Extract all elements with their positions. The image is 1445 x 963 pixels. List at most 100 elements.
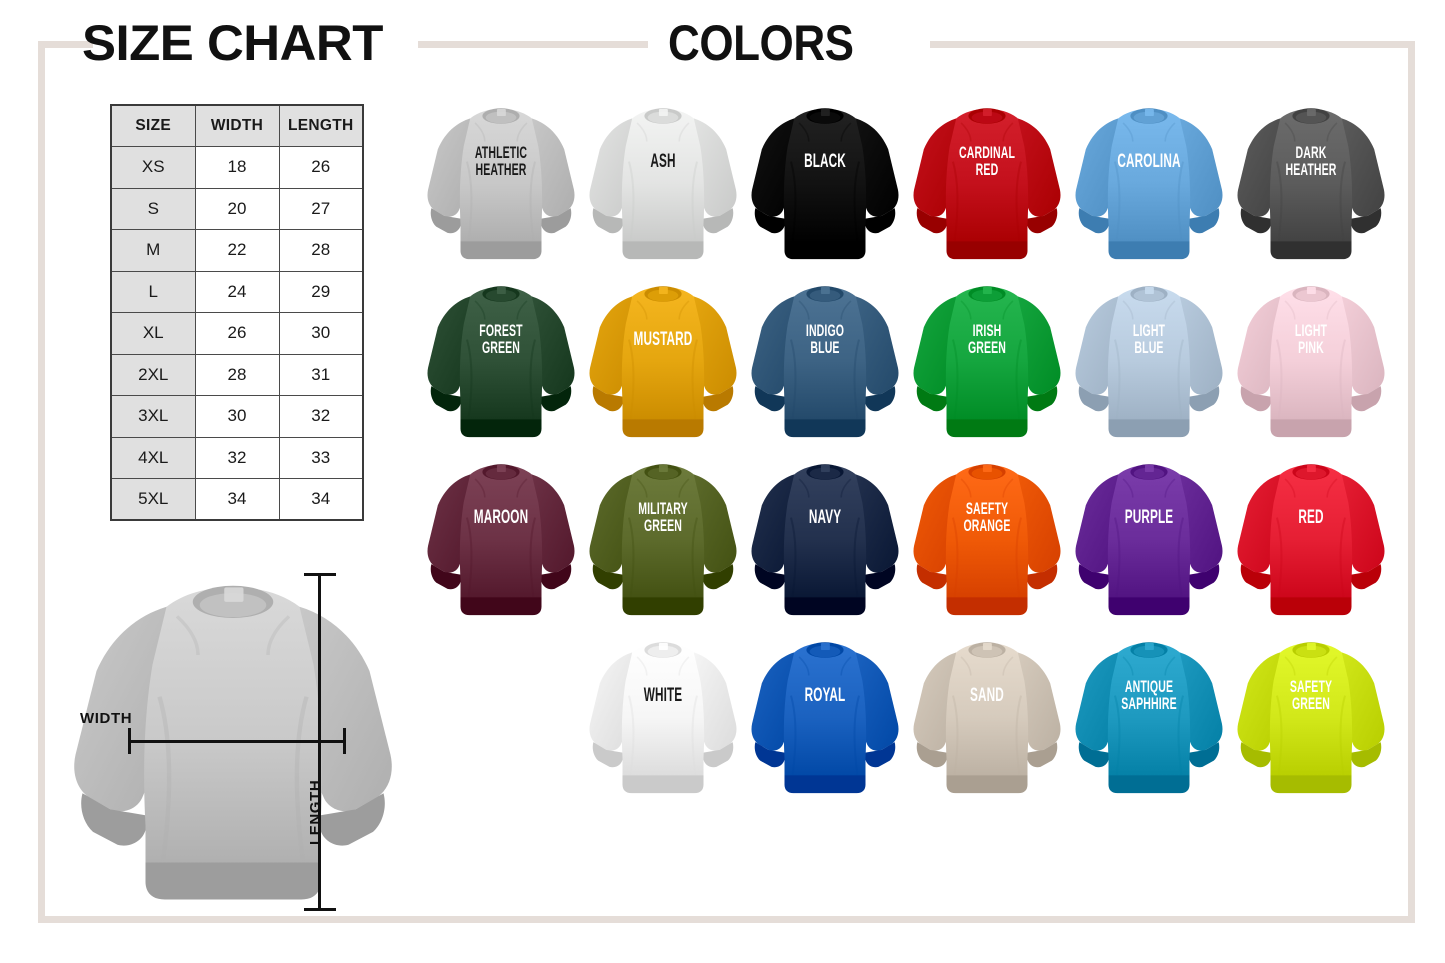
color-row-3: MAROON MILITARY GREEN [420,448,1395,626]
cell-size: XS [110,146,196,189]
sweatshirt-icon [906,92,1068,270]
color-swatch[interactable]: MAROON [420,448,582,626]
cell-length: 33 [278,436,364,479]
color-swatch[interactable]: WHITE [582,626,744,804]
sweatshirt-icon [1068,626,1230,804]
column-header-width: WIDTH [194,104,280,147]
sweatshirt-icon [1068,270,1230,448]
cell-size: XL [110,312,196,355]
width-dimension-tick-right [343,728,346,754]
sweatshirt-icon [744,270,906,448]
frame-bottom-border [38,916,1415,923]
cell-size: S [110,187,196,230]
cell-size: L [110,270,196,313]
color-swatch[interactable]: CARDINAL RED [906,92,1068,270]
cell-length: 29 [278,270,364,313]
cell-length: 34 [278,478,364,521]
cell-length: 32 [278,395,364,438]
sweatshirt-icon [744,448,906,626]
table-row: 5XL 34 34 [110,478,364,521]
table-row: L 24 29 [110,270,364,313]
cell-length: 31 [278,353,364,396]
cell-length: 27 [278,187,364,230]
color-swatch[interactable]: MILITARY GREEN [582,448,744,626]
color-swatch[interactable]: SAFETY GREEN [1230,626,1392,804]
color-swatch[interactable]: INDIGO BLUE [744,270,906,448]
cell-length: 30 [278,312,364,355]
sweatshirt-icon [582,270,744,448]
cell-width: 26 [194,312,280,355]
cell-width: 28 [194,353,280,396]
color-swatch[interactable]: SAND [906,626,1068,804]
frame-top-mid-segment [418,41,648,48]
cell-width: 30 [194,395,280,438]
column-header-length: LENGTH [278,104,364,147]
color-swatch[interactable]: LIGHT PINK [1230,270,1392,448]
color-swatch[interactable]: ATHLETIC HEATHER [420,92,582,270]
cell-size: M [110,229,196,272]
cell-size: 3XL [110,395,196,438]
sweatshirt-icon [744,92,906,270]
color-row-4: WHITE ROYAL [420,626,1395,804]
cell-width: 32 [194,436,280,479]
table-row: XL 26 30 [110,312,364,355]
sweatshirt-icon [744,626,906,804]
color-swatch[interactable]: ASH [582,92,744,270]
table-row: 2XL 28 31 [110,353,364,396]
cell-width: 24 [194,270,280,313]
color-swatch[interactable]: ROYAL [744,626,906,804]
color-swatch[interactable]: RED [1230,448,1392,626]
cell-size: 5XL [110,478,196,521]
sweatshirt-icon [582,448,744,626]
size-chart-table: SIZE WIDTH LENGTH XS 18 26 S 20 27 M 22 28 L 24 29 X… [110,104,364,521]
color-swatch[interactable]: LIGHT BLUE [1068,270,1230,448]
color-swatch[interactable]: IRISH GREEN [906,270,1068,448]
sweatshirt-icon [906,270,1068,448]
sweatshirt-icon [1230,270,1392,448]
table-row: M 22 28 [110,229,364,272]
sweatshirt-icon [582,92,744,270]
color-swatch[interactable]: CAROLINA [1068,92,1230,270]
cell-length: 26 [278,146,364,189]
table-row: XS 18 26 [110,146,364,189]
sweatshirt-icon [420,270,582,448]
frame-top-left-segment [38,41,93,48]
color-swatch[interactable]: FOREST GREEN [420,270,582,448]
sweatshirt-icon [1068,92,1230,270]
cell-width: 34 [194,478,280,521]
color-swatch[interactable]: ANTIQUE SAPHHIRE [1068,626,1230,804]
color-swatch[interactable]: BLACK [744,92,906,270]
measurement-sweatshirt-illustration [58,552,408,922]
sweatshirt-icon [1068,448,1230,626]
color-row-2: FOREST GREEN MUSTARD [420,270,1395,448]
size-chart-title: SIZE CHART [82,15,383,71]
color-swatch[interactable]: NAVY [744,448,906,626]
length-dimension-tick-top [304,573,336,576]
cell-size: 2XL [110,353,196,396]
sweatshirt-icon [1230,626,1392,804]
frame-right-border [1408,48,1415,923]
table-row: 4XL 32 33 [110,436,364,479]
table-row: S 20 27 [110,187,364,230]
sweatshirt-icon [1230,92,1392,270]
color-swatch[interactable]: PURPLE [1068,448,1230,626]
cell-width: 22 [194,229,280,272]
colors-title: COLORS [668,15,854,71]
measurement-diagram [58,552,408,942]
width-dimension-line [128,740,346,743]
sweatshirt-icon [582,626,744,804]
width-dimension-tick-left [128,728,131,754]
color-row-1: ATHLETIC HEATHER ASH [420,92,1395,270]
sweatshirt-icon [420,92,582,270]
cell-size: 4XL [110,436,196,479]
length-dimension-tick-bottom [304,908,336,911]
cell-width: 20 [194,187,280,230]
column-header-size: SIZE [110,104,196,147]
color-swatch[interactable]: DARK HEATHER [1230,92,1392,270]
frame-left-border [38,48,45,923]
color-swatch[interactable]: MUSTARD [582,270,744,448]
color-swatch[interactable]: SAEFTY ORANGE [906,448,1068,626]
cell-width: 18 [194,146,280,189]
sweatshirt-icon [420,448,582,626]
